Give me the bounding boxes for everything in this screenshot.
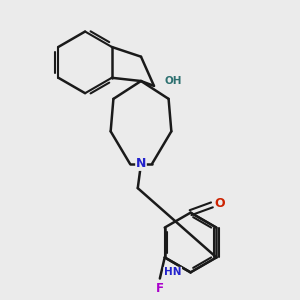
Text: N: N	[136, 157, 146, 170]
Text: F: F	[156, 282, 164, 295]
Text: OH: OH	[165, 76, 182, 86]
Text: O: O	[215, 197, 225, 210]
Text: HN: HN	[164, 267, 182, 278]
